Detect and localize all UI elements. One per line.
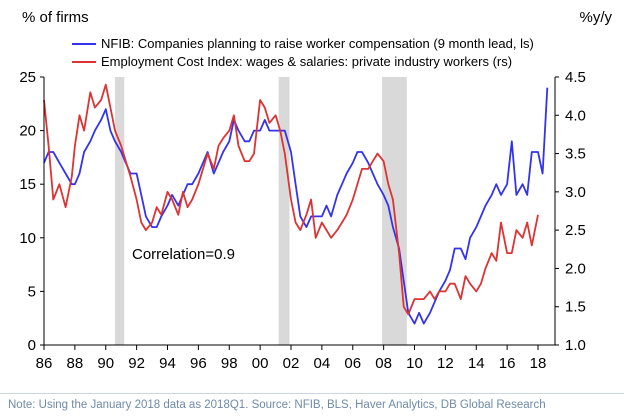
footnote-divider <box>0 393 624 394</box>
x-tick-label: 92 <box>128 355 145 372</box>
right-tick-labels: 1.0 1.5 2.0 2.5 3.0 3.5 4.0 4.5 <box>555 69 586 354</box>
right-tick-label: 1.0 <box>565 337 586 354</box>
axes <box>43 77 556 346</box>
x-tick-label: 18 <box>530 355 547 372</box>
series-lines <box>43 83 549 325</box>
left-axis-title: % of firms <box>22 9 89 26</box>
x-tick-label: 08 <box>375 355 392 372</box>
right-axis-title: %y/y <box>579 9 612 26</box>
x-tick-label: 16 <box>499 355 516 372</box>
legend: NFIB: Companies planning to raise worker… <box>72 36 534 69</box>
recession-band-0 <box>115 77 125 345</box>
right-tick-label: 2.0 <box>565 260 586 277</box>
x-tick-label: 96 <box>190 355 207 372</box>
left-tick-label: 0 <box>28 337 36 354</box>
left-tick-labels: 0 5 10 15 20 25 <box>19 69 44 354</box>
x-tick-label: 94 <box>159 355 176 372</box>
x-tick-label: 02 <box>283 355 300 372</box>
recession-band-1 <box>278 77 290 345</box>
right-tick-label: 3.0 <box>565 184 586 201</box>
right-tick-label: 4.5 <box>565 69 586 86</box>
x-tick-label: 86 <box>36 355 53 372</box>
x-tick-labels: 86 88 90 92 94 96 98 00 02 04 06 08 10 12 14 16 18 <box>36 345 547 372</box>
footnote: Note: Using the January 2018 data as 201… <box>8 399 546 411</box>
left-tick-label: 20 <box>19 123 36 140</box>
x-tick-label: 98 <box>221 355 238 372</box>
series-line-1 <box>43 83 539 316</box>
left-tick-label: 15 <box>19 176 36 193</box>
x-tick-label: 04 <box>314 355 331 372</box>
x-tick-label: 10 <box>406 355 423 372</box>
x-tick-label: 88 <box>67 355 84 372</box>
right-tick-label: 4.0 <box>565 107 586 124</box>
legend-label-eci: Employment Cost Index: wages & salaries:… <box>101 54 512 69</box>
right-tick-label: 2.5 <box>565 222 586 239</box>
chart: 0 5 10 15 20 25 1.0 1.5 2.0 2.5 3.0 3.5 4.0 4.5 86 88… <box>19 9 612 372</box>
x-tick-label: 00 <box>252 355 269 372</box>
x-tick-label: 12 <box>437 355 454 372</box>
correlation-annotation: Correlation=0.9 <box>132 246 235 263</box>
left-tick-label: 5 <box>28 283 36 300</box>
legend-label-nfib: NFIB: Companies planning to raise worker… <box>101 36 534 51</box>
x-tick-label: 90 <box>97 355 114 372</box>
left-tick-label: 10 <box>19 230 36 247</box>
right-tick-label: 3.5 <box>565 146 586 163</box>
x-tick-label: 14 <box>468 355 485 372</box>
left-tick-label: 25 <box>19 69 36 86</box>
x-tick-label: 06 <box>344 355 361 372</box>
right-tick-label: 1.5 <box>565 299 586 316</box>
